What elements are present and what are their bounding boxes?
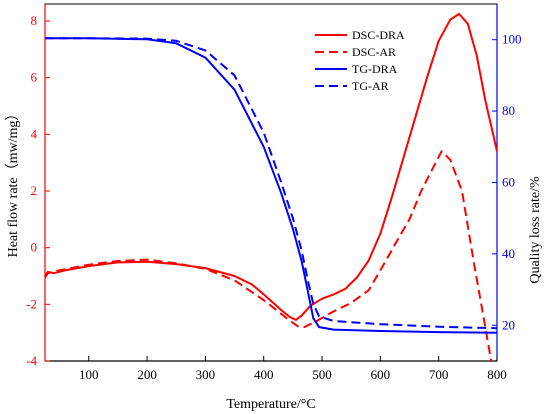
right-tick-label: 80 (502, 103, 515, 118)
right-tick-label: 20 (502, 317, 515, 332)
left-tick-label: 6 (31, 70, 38, 85)
x-tick-label: 100 (79, 367, 99, 382)
legend-label-tg-dra: TG-DRA (352, 62, 398, 76)
x-tick-label: 400 (254, 367, 274, 382)
x-tick-label: 500 (312, 367, 332, 382)
plot-frame (44, 3, 498, 362)
left-axis-label: Heat flow rate（mw/mg） (5, 107, 21, 258)
left-tick-label: 4 (31, 126, 38, 141)
right-axis-label: Quality loss rate/% (528, 176, 543, 284)
right-tick-label: 40 (502, 246, 515, 261)
x-tick-label: 200 (137, 367, 157, 382)
left-tick-label: 0 (31, 240, 38, 255)
right-tick-label: 60 (502, 175, 515, 190)
series-line-tg-ar (45, 37, 498, 330)
right-axis-ticks: 20 40 60 80 100 (492, 32, 522, 332)
x-tick-label: 300 (196, 367, 216, 382)
x-axis-label: Temperature/°C (226, 397, 315, 412)
legend-label-dsc-ar: DSC-AR (352, 45, 396, 59)
left-tick-label: -2 (26, 296, 37, 311)
left-tick-label: 8 (31, 13, 38, 28)
x-tick-label: 800 (487, 367, 507, 382)
series-layer (44, 12, 498, 362)
x-tick-label: 700 (429, 367, 449, 382)
right-tick-label: 100 (502, 32, 522, 47)
legend-label-tg-ar: TG-AR (352, 79, 389, 93)
legend-label-dsc-dra: DSC-DRA (352, 28, 405, 42)
left-tick-label: 2 (31, 183, 38, 198)
series-line-dsc-ar (44, 150, 493, 362)
x-axis-ticks: 100 200 300 400 500 600 700 800 (79, 356, 507, 382)
left-tick-label: -4 (26, 353, 37, 368)
x-tick-label: 600 (371, 367, 391, 382)
left-axis-ticks: -4 -2 0 2 4 6 8 (26, 13, 50, 368)
legend: DSC-DRA DSC-AR TG-DRA TG-AR (315, 28, 405, 93)
series-line-tg-dra (45, 37, 498, 334)
